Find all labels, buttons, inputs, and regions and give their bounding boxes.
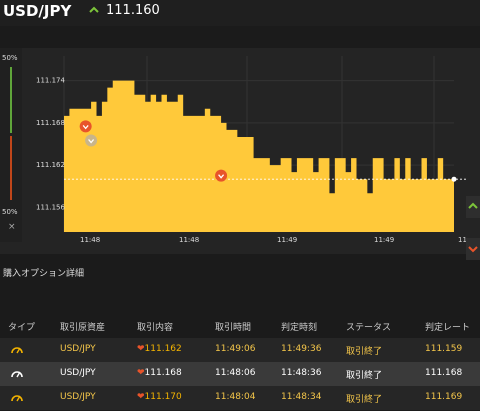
x-tick-label: 11:48: [179, 236, 199, 244]
price-area-series: [64, 80, 454, 232]
row-trade-time: 11:48:06: [215, 368, 256, 378]
table-row[interactable]: USD/JPY ❤111.170 11:48:04 11:48:34 取引終了 …: [0, 386, 480, 410]
gauge-down-bar: [10, 136, 12, 200]
row-status: 取引終了: [346, 395, 383, 405]
down-chevron-icon: ❤: [137, 344, 145, 354]
row-rate: 111.159: [425, 344, 463, 354]
trade-table: タイプ 取引原資産 取引内容 取引時間 判定時刻 ステータス 判定レート USD…: [0, 314, 480, 410]
table-row[interactable]: USD/JPY ❤111.162 11:49:06 11:49:36 取引終了 …: [0, 338, 480, 362]
row-content: ❤111.162: [137, 344, 182, 354]
row-judge-time: 11:49:36: [281, 344, 322, 354]
live-price: 111.160: [106, 3, 160, 18]
col-asset: 取引原資産: [60, 323, 106, 333]
row-asset: USD/JPY: [60, 344, 96, 354]
currency-pair-title: USD/JPY: [3, 2, 72, 20]
y-tick-label: 111.156: [36, 203, 65, 211]
table-row[interactable]: USD/JPY ❤111.168 11:48:06 11:48:36 取引終了 …: [0, 362, 480, 386]
col-trade-time: 取引時間: [215, 323, 252, 333]
gauge-icon: [11, 371, 23, 378]
x-tick-label: 11:48: [80, 236, 100, 244]
row-content: ❤111.170: [137, 392, 182, 402]
trade-marker[interactable]: [79, 120, 92, 133]
gauge-up-bar: [10, 67, 12, 133]
section-title: 購入オプション詳細: [3, 269, 85, 279]
y-tick-label: 111.174: [36, 77, 65, 85]
call-button[interactable]: [466, 196, 480, 218]
row-judge-time: 11:48:36: [281, 368, 322, 378]
row-trade-time: 11:49:06: [215, 344, 256, 354]
col-judge-time: 判定時刻: [281, 323, 318, 333]
row-trade-time: 11:48:04: [215, 392, 256, 402]
gauge-close-button[interactable]: ×: [8, 222, 16, 232]
gauge-icon: [11, 395, 23, 402]
row-asset: USD/JPY: [60, 368, 96, 378]
gauge-top-percent: 50%: [2, 54, 18, 62]
trade-marker[interactable]: [215, 169, 228, 182]
y-tick-label: 111.162: [36, 161, 65, 169]
row-status: 取引終了: [346, 371, 383, 381]
price-chart: 111.174 111.168 111.162 111.156 11:48 11:48 1…: [36, 56, 466, 244]
col-type: タイプ: [8, 323, 36, 333]
down-chevron-icon: [88, 139, 95, 144]
row-rate: 111.169: [425, 392, 463, 402]
table-header: タイプ 取引原資産 取引内容 取引時間 判定時刻 ステータス 判定レート: [0, 314, 480, 338]
row-content: ❤111.168: [137, 368, 182, 378]
col-status: ステータス: [346, 323, 392, 333]
header-bar: USD/JPY 111.160: [0, 0, 480, 26]
down-chevron-icon: ❤: [137, 368, 145, 378]
trade-marker[interactable]: [85, 134, 98, 147]
x-tick-label: 11:49: [374, 236, 394, 244]
down-chevron-icon: ❤: [137, 392, 145, 402]
sentiment-gauge: 50% 50% ×: [0, 48, 22, 242]
row-asset: USD/JPY: [60, 392, 96, 402]
down-chevron-icon: [82, 124, 89, 130]
chart-panel: 50% 50% × 111.174 111.168 111.162 111.156 1…: [0, 48, 480, 260]
row-rate: 111.168: [425, 368, 463, 378]
x-tick-label: 11:49: [277, 236, 297, 244]
col-rate: 判定レート: [425, 323, 471, 333]
row-status: 取引終了: [346, 347, 383, 357]
row-judge-time: 11:48:34: [281, 392, 322, 402]
gauge-icon: [11, 347, 23, 354]
current-price-dot: [451, 176, 457, 182]
gauge-bottom-percent: 50%: [2, 208, 18, 216]
up-chevron-icon: [89, 6, 99, 13]
col-content: 取引内容: [137, 323, 174, 333]
down-chevron-icon: [468, 246, 478, 253]
put-button[interactable]: [466, 238, 480, 260]
up-chevron-icon: [468, 202, 478, 209]
y-tick-label: 111.168: [36, 119, 65, 127]
down-chevron-icon: [218, 174, 225, 179]
x-tick-label: 11: [458, 236, 466, 244]
